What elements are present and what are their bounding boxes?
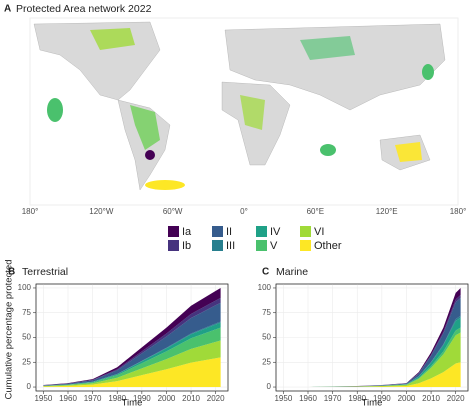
y-tick-label: 25 xyxy=(22,357,31,366)
x-tick-label: 2000 xyxy=(158,394,176,403)
y-tick-label: 0 xyxy=(267,382,272,391)
x-tick-label: 1970 xyxy=(324,394,342,403)
y-tick-label: 0 xyxy=(27,382,32,391)
legend-label: VI xyxy=(314,226,324,238)
legend-swatch xyxy=(300,240,311,251)
x-tick-label: 1990 xyxy=(133,394,151,403)
x-tick-label: 2010 xyxy=(182,394,200,403)
y-tick-label: 25 xyxy=(262,357,271,366)
map-tick-label: 120°E xyxy=(376,207,398,216)
panel-label: B xyxy=(8,267,15,278)
x-tick-label: 2020 xyxy=(207,394,225,403)
x-axis-label: Time xyxy=(362,398,383,409)
map-tick-label: 180° xyxy=(22,207,39,216)
legend-swatch xyxy=(168,226,179,237)
x-tick-label: 2020 xyxy=(447,394,465,403)
map-tick-label: 60°W xyxy=(163,207,183,216)
x-tick-label: 1950 xyxy=(34,394,52,403)
area-segment xyxy=(283,362,461,388)
legend-label: III xyxy=(226,240,235,252)
chart-title: Terrestrial xyxy=(22,266,68,278)
y-tick-label: 50 xyxy=(22,333,31,342)
map-title: Protected Area network 2022 xyxy=(16,3,152,15)
y-tick-label: 50 xyxy=(262,333,271,342)
panel-label: A xyxy=(4,4,11,15)
legend-swatch xyxy=(212,240,223,251)
y-tick-label: 75 xyxy=(22,308,31,317)
legend-swatch xyxy=(168,240,179,251)
x-tick-label: 1960 xyxy=(299,394,317,403)
area-segment xyxy=(43,357,221,388)
x-tick-label: 2010 xyxy=(422,394,440,403)
y-axis-label: Cumulative percentage protected xyxy=(4,260,15,400)
x-tick-label: 1950 xyxy=(274,394,292,403)
y-tick-label: 75 xyxy=(262,308,271,317)
legend-label: II xyxy=(226,226,232,238)
area-segment xyxy=(43,340,221,387)
plot-border xyxy=(35,283,229,392)
x-tick-label: 1960 xyxy=(59,394,77,403)
x-tick-label: 1980 xyxy=(108,394,126,403)
legend-label: V xyxy=(270,240,278,252)
x-tick-label: 1970 xyxy=(84,394,102,403)
x-tick-label: 1980 xyxy=(348,394,366,403)
legend-label: Ia xyxy=(182,226,192,238)
map-tick-label: 120°W xyxy=(89,207,114,216)
plot-border xyxy=(275,283,469,392)
x-tick-label: 2000 xyxy=(398,394,416,403)
legend-label: Ib xyxy=(182,240,191,252)
x-tick-label: 1990 xyxy=(373,394,391,403)
legend-swatch xyxy=(212,226,223,237)
panel-label: C xyxy=(262,267,269,278)
map-tick-label: 60°E xyxy=(307,207,324,216)
legend-label: IV xyxy=(270,226,281,238)
map-tick-label: 180° xyxy=(450,207,467,216)
chart-title: Marine xyxy=(276,266,308,278)
legend-swatch xyxy=(256,240,267,251)
legend-swatch xyxy=(256,226,267,237)
legend-label: Other xyxy=(314,240,342,252)
legend-swatch xyxy=(300,226,311,237)
y-tick-label: 100 xyxy=(258,283,272,292)
map-tick-label: 0° xyxy=(240,207,248,216)
x-axis-label: Time xyxy=(122,398,143,409)
world-map xyxy=(29,17,459,206)
y-tick-label: 100 xyxy=(18,283,32,292)
